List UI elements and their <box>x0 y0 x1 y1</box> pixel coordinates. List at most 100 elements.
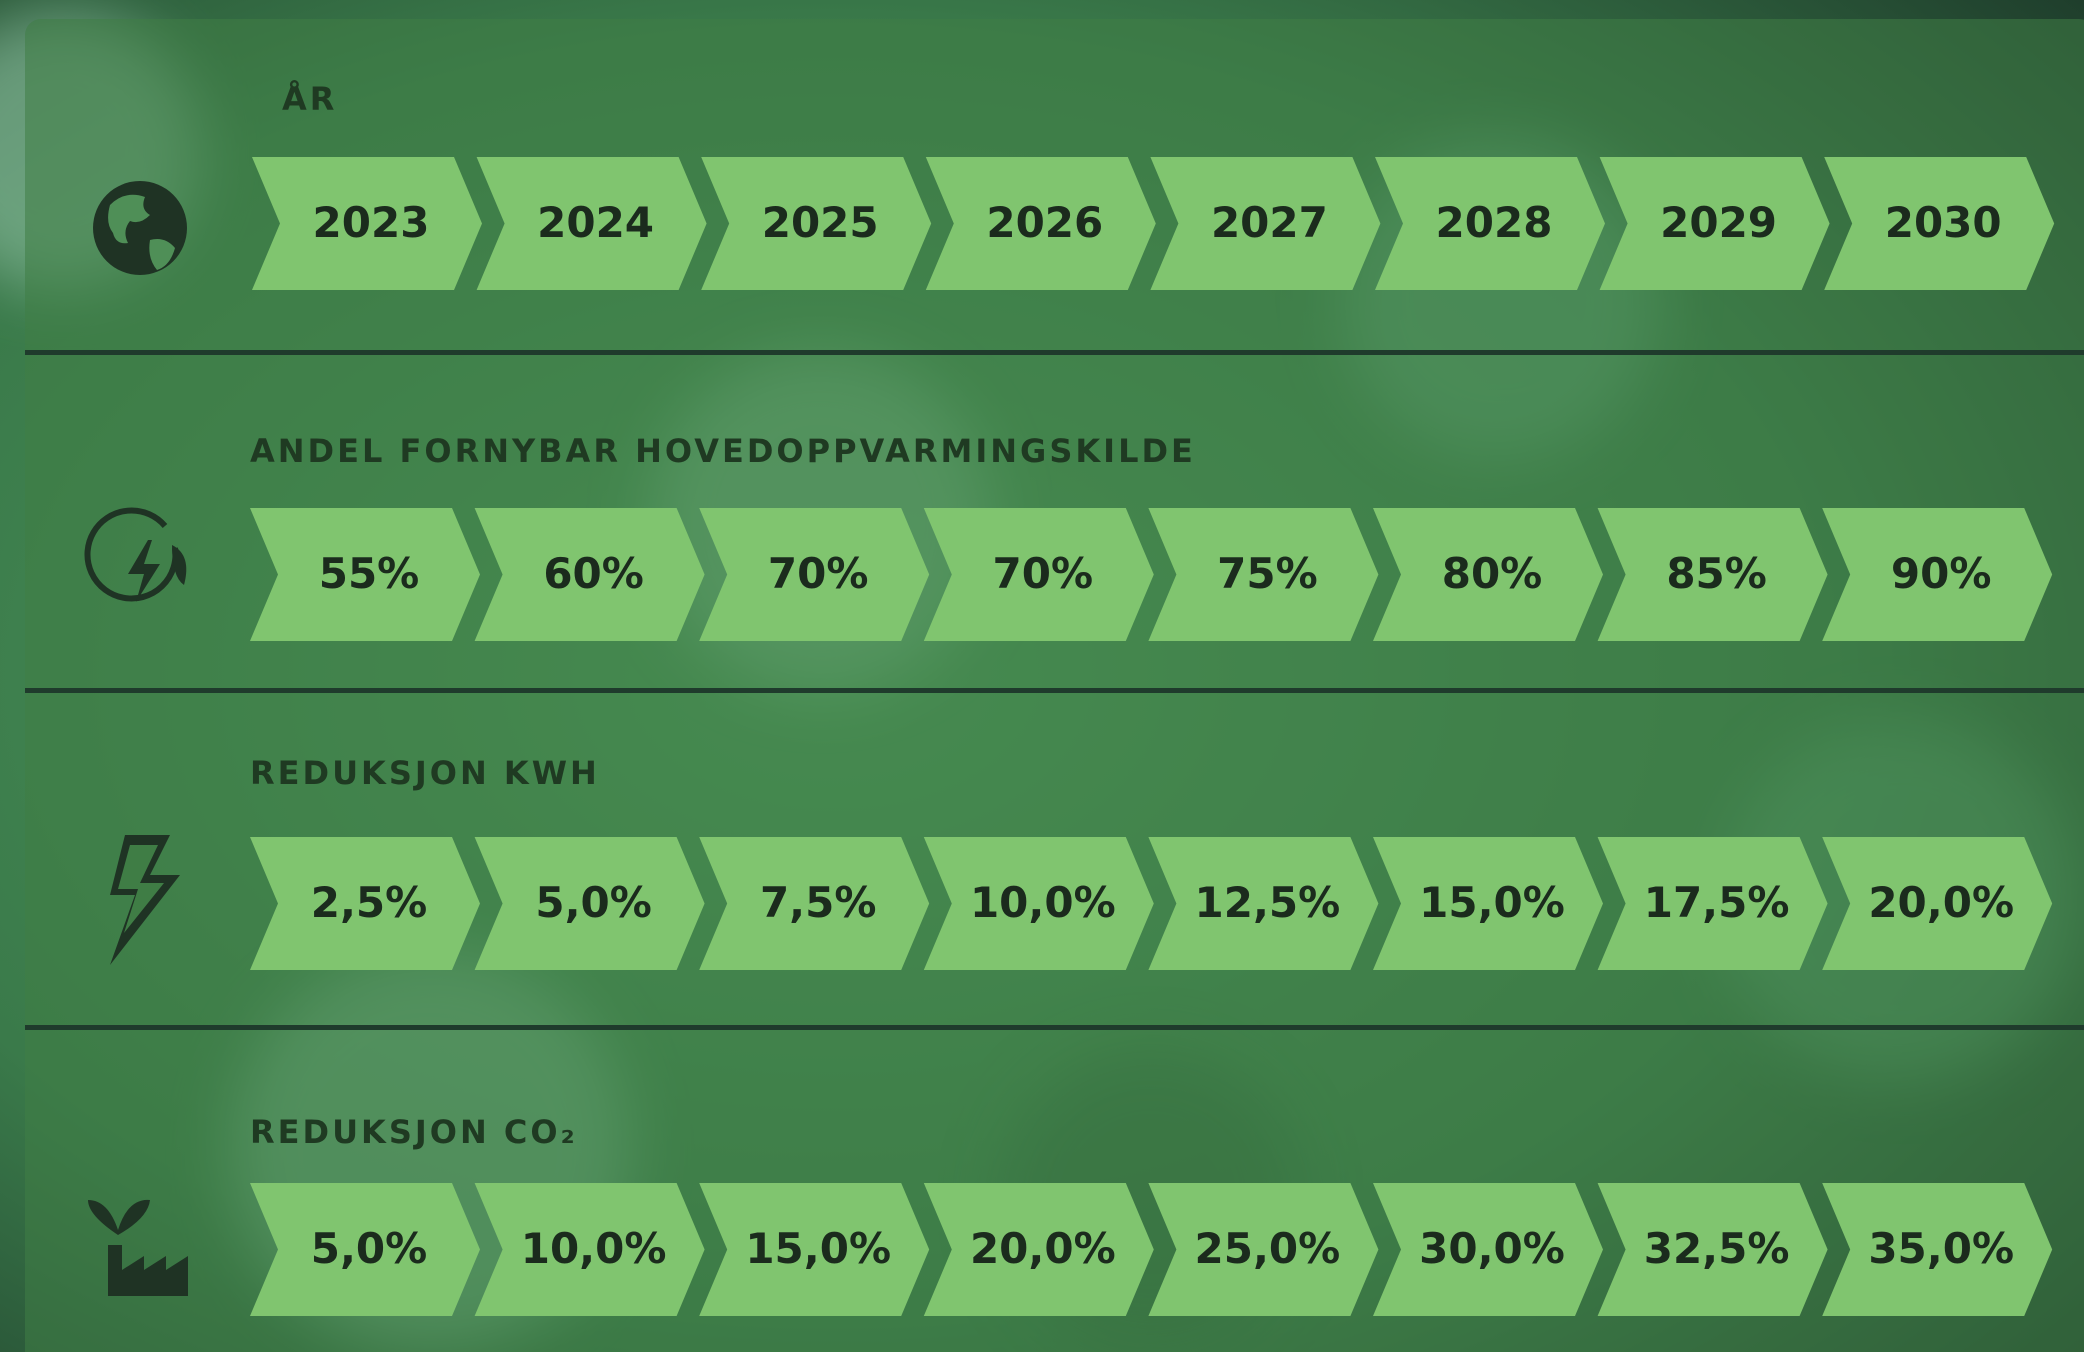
chevron-shape <box>1150 157 1381 290</box>
chevron-shape <box>923 837 1154 970</box>
chevron-label: 32,5% <box>1644 1224 1790 1273</box>
chevron: 2027 <box>1150 157 1381 290</box>
separators <box>25 350 2084 1030</box>
chevron-shape <box>1599 157 1830 290</box>
chevron-shape <box>1148 837 1379 970</box>
chevron: 7,5% <box>699 837 930 970</box>
factory-icon <box>88 1199 188 1296</box>
chevron-shape <box>250 837 480 970</box>
chevron: 2023 <box>252 157 482 290</box>
chevron: 75% <box>1148 508 1379 641</box>
chevron-label: 20,0% <box>1868 878 2014 927</box>
chevron-shape <box>1822 1183 2053 1316</box>
chevron-shape <box>1148 508 1379 641</box>
row-title: REDUKSJON KWH <box>250 754 600 792</box>
chevron-label: 2028 <box>1436 198 1553 247</box>
chevron-shape <box>1824 157 2055 290</box>
chevron-shape <box>476 157 707 290</box>
chevron-label: 60% <box>543 549 644 598</box>
chevron-shape <box>1373 837 1603 970</box>
chevron: 15,0% <box>1373 837 1603 970</box>
chevron: 2026 <box>925 157 1156 290</box>
chevron: 2024 <box>476 157 707 290</box>
chevron-label: 10,0% <box>521 1224 667 1273</box>
chevron-shape <box>474 837 705 970</box>
chevron-shape <box>699 508 930 641</box>
chevron-label: 25,0% <box>1195 1224 1341 1273</box>
chevron: 80% <box>1373 508 1603 641</box>
chevron: 12,5% <box>1148 837 1379 970</box>
chevron-label: 15,0% <box>1419 878 1565 927</box>
chevron-label: 35,0% <box>1868 1224 2014 1273</box>
chevron: 2025 <box>701 157 932 290</box>
chevron-shape <box>1375 157 1605 290</box>
cell-grid: 2023 2024 2025 2026 2027 2028 2029 2030 55% 60% 70… <box>250 157 2055 1316</box>
chevron: 30,0% <box>1373 1183 1603 1316</box>
chevron: 2,5% <box>250 837 480 970</box>
chevron: 70% <box>699 508 930 641</box>
chevron: 32,5% <box>1597 1183 1828 1316</box>
chevron-shape <box>252 157 482 290</box>
row-title: ÅR <box>282 80 337 118</box>
chevron-label: 90% <box>1891 549 1992 598</box>
chevron-shape <box>925 157 1156 290</box>
chevron-label: 70% <box>993 549 1094 598</box>
chevron-shape <box>1597 837 1828 970</box>
lightning-icon <box>110 835 180 965</box>
chevron-label: 30,0% <box>1419 1224 1565 1273</box>
globe-icon <box>93 181 187 275</box>
chevron-label: 17,5% <box>1644 878 1790 927</box>
chevron-shape <box>699 837 930 970</box>
chevron-label: 70% <box>768 549 869 598</box>
chevron-label: 2027 <box>1211 198 1328 247</box>
chevron-shape <box>923 1183 1154 1316</box>
chevron: 2030 <box>1824 157 2055 290</box>
chevron-label: 5,0% <box>535 878 651 927</box>
chevron-label: 2026 <box>986 198 1103 247</box>
chevron-shape <box>474 1183 705 1316</box>
chevron-label: 2029 <box>1660 198 1777 247</box>
chevron-shape <box>923 508 1154 641</box>
chevron: 5,0% <box>250 1183 480 1316</box>
chevron: 70% <box>923 508 1154 641</box>
chevron-shape <box>1822 837 2053 970</box>
chevron-shape <box>1373 1183 1603 1316</box>
chevron-label: 2024 <box>537 198 654 247</box>
chevron-label: 20,0% <box>970 1224 1116 1273</box>
chevron-label: 15,0% <box>745 1224 891 1273</box>
chevron: 35,0% <box>1822 1183 2053 1316</box>
chevron: 20,0% <box>923 1183 1154 1316</box>
chevron-shape <box>699 1183 930 1316</box>
chevron-shape <box>474 508 705 641</box>
chevron: 2028 <box>1375 157 1605 290</box>
chevron-label: 75% <box>1217 549 1318 598</box>
chevron: 5,0% <box>474 837 705 970</box>
chevron-label: 12,5% <box>1195 878 1341 927</box>
energy-icon <box>84 507 187 602</box>
chevron-shape <box>1597 1183 1828 1316</box>
chevron: 17,5% <box>1597 837 1828 970</box>
chevron-label: 2025 <box>762 198 879 247</box>
chevron: 10,0% <box>923 837 1154 970</box>
chevron-label: 2023 <box>313 198 430 247</box>
chevron: 20,0% <box>1822 837 2053 970</box>
chevron-shape <box>1597 508 1828 641</box>
chevron-label: 80% <box>1442 549 1543 598</box>
chevron: 15,0% <box>699 1183 930 1316</box>
chevron-shape <box>1822 508 2053 641</box>
chevron-label: 85% <box>1666 549 1767 598</box>
chevron-shape <box>250 508 480 641</box>
chevron-shape <box>1148 1183 1379 1316</box>
chevron: 2029 <box>1599 157 1830 290</box>
row-title: REDUKSJON CO₂ <box>250 1113 578 1151</box>
chevron-label: 10,0% <box>970 878 1116 927</box>
chevron-shape <box>1373 508 1603 641</box>
chevron: 60% <box>474 508 705 641</box>
chevron-label: 2030 <box>1885 198 2002 247</box>
chevron-label: 5,0% <box>311 1224 427 1273</box>
chevron-label: 7,5% <box>760 878 876 927</box>
chevron: 10,0% <box>474 1183 705 1316</box>
chevron: 55% <box>250 508 480 641</box>
chevron-shape <box>701 157 932 290</box>
